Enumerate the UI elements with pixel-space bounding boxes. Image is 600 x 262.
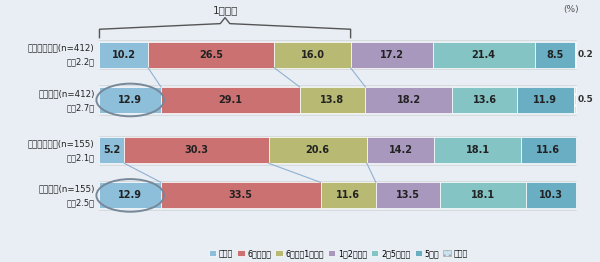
Bar (452, 87, 517, 113)
Text: 5.2: 5.2 (103, 145, 121, 155)
Bar (367, 137, 434, 163)
Bar (521, 137, 576, 163)
Bar (575, 42, 576, 68)
Legend: すぐに, 6カ月以下, 6カ月～1年以下, 1～2年以下, 2～5年以下, 5年超, 無回答: すぐに, 6カ月以下, 6カ月～1年以下, 1～2年以下, 2～5年以下, 5年… (206, 246, 471, 261)
Text: 1年以内: 1年以内 (212, 5, 238, 15)
Text: 11.6: 11.6 (536, 145, 560, 155)
Text: 平均2.7年: 平均2.7年 (67, 103, 95, 112)
Bar (124, 137, 269, 163)
Text: 11.9: 11.9 (533, 95, 557, 105)
Text: (%): (%) (563, 5, 578, 14)
Text: 0.2: 0.2 (577, 50, 593, 59)
Text: 介護専念(n=412): 介護専念(n=412) (38, 89, 95, 98)
Bar (535, 42, 575, 68)
Bar (299, 87, 365, 113)
Text: 平均2.1年: 平均2.1年 (67, 153, 95, 162)
Text: 18.1: 18.1 (466, 145, 490, 155)
Text: 8.5: 8.5 (546, 50, 563, 60)
Text: 【女性】転職(n=155): 【女性】転職(n=155) (28, 139, 95, 148)
Text: 13.5: 13.5 (396, 190, 420, 200)
Text: 29.1: 29.1 (218, 95, 242, 105)
Text: 16.0: 16.0 (301, 50, 325, 60)
Bar (269, 137, 367, 163)
Text: 10.2: 10.2 (112, 50, 136, 60)
Bar (100, 42, 148, 68)
Bar (320, 182, 376, 209)
Bar (574, 87, 576, 113)
Bar (365, 87, 452, 113)
Text: 13.8: 13.8 (320, 95, 344, 105)
Text: 14.2: 14.2 (389, 145, 413, 155)
Bar (376, 182, 440, 209)
Text: 26.5: 26.5 (199, 50, 223, 60)
Bar (100, 182, 161, 209)
Text: 30.3: 30.3 (184, 145, 208, 155)
Bar (100, 87, 161, 113)
Text: 13.6: 13.6 (473, 95, 497, 105)
Bar (148, 42, 274, 68)
Text: 平均2.2年: 平均2.2年 (67, 58, 95, 67)
Bar (434, 137, 521, 163)
Bar (274, 42, 350, 68)
Text: 介護専念(n=155): 介護専念(n=155) (38, 184, 95, 193)
Bar (161, 87, 299, 113)
Text: 20.6: 20.6 (306, 145, 330, 155)
Text: 0.5: 0.5 (577, 95, 593, 105)
Bar (100, 137, 124, 163)
Text: 10.3: 10.3 (539, 190, 563, 200)
Text: 33.5: 33.5 (229, 190, 253, 200)
Text: 【男性】転職(n=412): 【男性】転職(n=412) (28, 44, 95, 53)
Bar (517, 87, 574, 113)
Bar (440, 182, 526, 209)
Text: 平均2.5年: 平均2.5年 (67, 198, 95, 208)
Text: 18.2: 18.2 (397, 95, 421, 105)
Bar (350, 42, 433, 68)
Bar (161, 182, 320, 209)
Text: 12.9: 12.9 (118, 95, 142, 105)
Bar (433, 42, 535, 68)
Text: 21.4: 21.4 (472, 50, 496, 60)
Text: 11.6: 11.6 (336, 190, 360, 200)
Bar (526, 182, 575, 209)
Text: 17.2: 17.2 (380, 50, 404, 60)
Text: 12.9: 12.9 (118, 190, 142, 200)
Text: 18.1: 18.1 (471, 190, 496, 200)
